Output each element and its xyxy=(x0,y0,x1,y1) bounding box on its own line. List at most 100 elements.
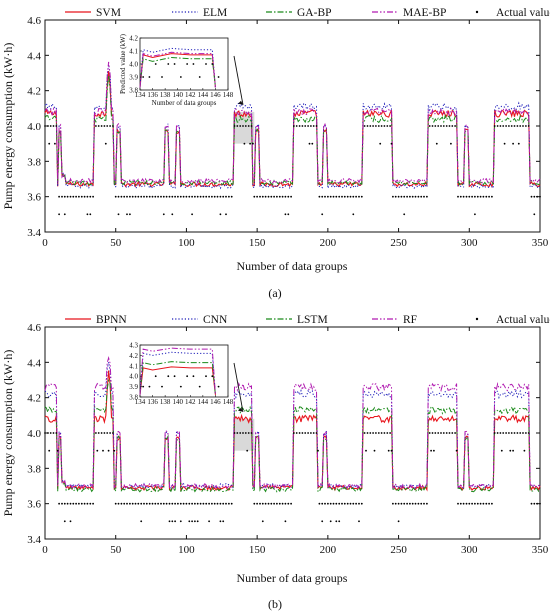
actual-point xyxy=(267,195,270,198)
actual-point xyxy=(168,520,171,523)
actual-point xyxy=(205,195,208,198)
actual-point xyxy=(383,125,386,127)
actual-point xyxy=(202,195,205,198)
actual-point xyxy=(242,125,244,127)
actual-point xyxy=(373,449,376,452)
actual-point xyxy=(171,502,174,505)
actual-point xyxy=(129,195,131,198)
inset-b: 134 136 138 140 142 144 146 148 3.8 3.9 4.0 4.1 4.2 4… xyxy=(129,342,244,412)
actual-point xyxy=(188,520,191,523)
actual-point xyxy=(253,195,256,198)
actual-point xyxy=(488,502,490,505)
actual-point xyxy=(162,502,165,505)
actual-point xyxy=(451,432,454,434)
actual-point xyxy=(196,195,199,198)
actual-point xyxy=(476,502,479,505)
actual-point xyxy=(431,125,434,127)
actual-point xyxy=(89,213,92,216)
inset-actual-point xyxy=(217,385,220,388)
actual-point xyxy=(191,213,194,216)
actual-point xyxy=(86,195,89,198)
actual-point xyxy=(496,432,499,434)
actual-point xyxy=(329,195,332,198)
actual-point xyxy=(530,502,533,505)
actual-point xyxy=(143,195,145,198)
actual-point xyxy=(513,125,516,127)
y-tick-label: 4.6 xyxy=(27,322,41,334)
actual-point xyxy=(188,195,191,198)
actual-point xyxy=(327,502,329,505)
actual-point xyxy=(208,520,211,523)
actual-point xyxy=(219,502,222,505)
actual-point xyxy=(63,502,66,505)
actual-point xyxy=(365,449,367,452)
inset-actual-point xyxy=(142,385,145,388)
actual-point xyxy=(112,125,114,127)
inset-line-lstm xyxy=(139,361,216,395)
actual-point xyxy=(386,432,389,434)
actual-point xyxy=(310,432,312,434)
actual-point xyxy=(423,502,425,505)
actual-point xyxy=(363,432,366,434)
x-tick-label: 100 xyxy=(178,237,195,249)
actual-point xyxy=(120,195,123,198)
inset-line-ga-bp xyxy=(139,56,216,88)
actual-point xyxy=(63,195,66,198)
actual-point xyxy=(230,195,233,198)
actual-point xyxy=(177,502,179,505)
actual-point xyxy=(83,502,86,505)
actual-point xyxy=(459,195,462,198)
inset-actual-point xyxy=(192,63,195,65)
actual-point xyxy=(179,195,182,198)
actual-point xyxy=(503,142,506,145)
actual-point xyxy=(335,520,338,523)
inset-actual-point xyxy=(148,385,151,388)
x-tick-label: 150 xyxy=(249,544,266,556)
y-tick-label: 3.8 xyxy=(27,156,41,168)
actual-point xyxy=(448,125,451,127)
actual-point xyxy=(61,195,63,198)
actual-point xyxy=(171,195,174,198)
actual-point xyxy=(287,213,290,216)
actual-point xyxy=(352,502,355,505)
actual-point xyxy=(343,195,346,198)
inset-x-tick-label: 140 xyxy=(172,398,183,406)
actual-point xyxy=(80,502,83,505)
actual-point xyxy=(366,432,369,434)
actual-point xyxy=(414,502,417,505)
inset-y-tick-label: 3.8 xyxy=(129,87,138,95)
actual-point xyxy=(440,125,442,127)
actual-point xyxy=(89,195,92,198)
actual-point xyxy=(225,213,227,216)
legend-label: LSTM xyxy=(297,314,328,326)
inset-x-tick-label: 138 xyxy=(160,91,171,99)
inset-actual-point xyxy=(198,76,201,78)
actual-point xyxy=(107,449,110,452)
actual-point xyxy=(454,125,456,127)
actual-point xyxy=(244,432,247,434)
actual-point xyxy=(151,195,154,198)
zoom-region xyxy=(233,111,255,144)
actual-point xyxy=(242,432,244,434)
actual-point xyxy=(174,520,177,523)
inset-x-tick-label: 144 xyxy=(198,91,209,99)
actual-point xyxy=(194,502,196,505)
actual-point xyxy=(250,125,253,127)
actual-point xyxy=(476,195,479,198)
actual-point xyxy=(103,125,106,127)
actual-point xyxy=(389,125,391,127)
actual-point xyxy=(372,125,374,127)
actual-point xyxy=(191,520,194,523)
actual-point xyxy=(72,195,75,198)
actual-point xyxy=(508,432,510,434)
actual-point xyxy=(437,125,440,127)
actual-point xyxy=(148,502,151,505)
inset-actual-point xyxy=(217,76,220,78)
actual-point xyxy=(86,213,89,216)
actual-point xyxy=(346,195,349,198)
actual-point xyxy=(414,195,417,198)
actual-point xyxy=(387,449,390,452)
actual-point xyxy=(137,195,140,198)
inset-actual-point xyxy=(148,76,151,78)
actual-point xyxy=(318,502,321,505)
